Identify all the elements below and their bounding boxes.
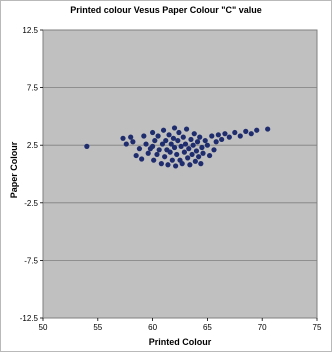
data-point: [211, 147, 217, 153]
data-point: [162, 154, 168, 160]
data-point: [199, 144, 205, 151]
data-point: [123, 141, 129, 147]
data-point: [159, 141, 166, 147]
data-point: [180, 134, 186, 140]
data-point: [176, 129, 182, 136]
data-point: [151, 157, 157, 163]
data-point: [141, 133, 147, 139]
data-point: [175, 137, 181, 144]
data-point: [171, 125, 178, 131]
y-tick-label: -7.5: [24, 256, 38, 265]
data-point: [130, 139, 136, 145]
data-point: [167, 149, 173, 155]
data-point: [213, 139, 219, 145]
x-axis-label: Printed Colour: [148, 337, 212, 347]
scatter-points: [84, 125, 271, 169]
data-point: [185, 155, 191, 161]
data-point: [200, 150, 206, 156]
data-point: [143, 141, 149, 147]
data-point: [187, 162, 193, 168]
data-point: [156, 147, 162, 153]
data-point: [84, 143, 90, 149]
data-point: [182, 141, 189, 147]
data-point: [160, 127, 167, 133]
data-point: [192, 158, 198, 164]
data-point: [243, 128, 249, 134]
data-point: [166, 132, 172, 138]
data-point: [248, 131, 254, 137]
data-point: [133, 152, 139, 159]
data-point: [222, 131, 228, 137]
data-point: [171, 144, 178, 151]
data-point: [215, 132, 221, 138]
data-point: [191, 131, 197, 137]
data-point: [197, 134, 203, 140]
y-axis-ticks: 12.5 7.5 2.5 -2.5 -7.5 -12.5: [20, 26, 43, 323]
x-axis-ticks: 50 55 60 65 70 75: [39, 318, 322, 332]
data-point: [158, 161, 164, 167]
x-tick-label: 70: [258, 323, 267, 332]
data-point: [178, 143, 184, 149]
data-point: [189, 151, 195, 158]
data-point: [169, 157, 175, 163]
data-point: [202, 137, 208, 144]
data-point: [265, 126, 271, 132]
y-tick-label: 7.5: [27, 84, 39, 93]
data-point: [154, 151, 160, 158]
data-point: [120, 135, 126, 141]
data-point: [232, 129, 238, 136]
data-point: [194, 139, 201, 145]
data-point: [190, 142, 196, 148]
data-point: [179, 161, 185, 167]
data-point: [196, 154, 202, 160]
x-tick-label: 65: [203, 323, 212, 332]
data-point: [173, 163, 179, 169]
data-point: [168, 141, 174, 147]
data-point: [163, 137, 169, 144]
data-point: [186, 146, 192, 152]
data-point: [170, 135, 177, 141]
data-point: [219, 136, 225, 143]
data-point: [183, 126, 190, 132]
chart-title: Printed colour Vesus Paper Colour "C" va…: [70, 5, 262, 15]
data-point: [150, 129, 156, 136]
x-tick-label: 60: [148, 323, 157, 332]
data-point: [181, 149, 187, 155]
data-point: [204, 142, 210, 148]
data-point: [136, 146, 143, 152]
y-tick-label: 12.5: [22, 26, 38, 35]
y-tick-label: -2.5: [24, 199, 38, 208]
y-tick-label: 2.5: [27, 141, 39, 150]
data-point: [226, 134, 232, 140]
data-point: [254, 127, 260, 133]
x-tick-label: 50: [39, 323, 48, 332]
data-point: [155, 133, 161, 139]
data-point: [150, 143, 156, 149]
data-point: [152, 137, 158, 144]
data-point: [128, 134, 134, 140]
data-point: [174, 151, 180, 158]
data-point: [165, 162, 171, 168]
data-point: [139, 156, 145, 162]
data-point: [188, 136, 194, 143]
data-point: [237, 133, 243, 139]
x-tick-label: 75: [313, 323, 322, 332]
data-point: [206, 152, 213, 159]
data-point: [209, 133, 215, 139]
plot-area: [42, 29, 318, 319]
x-tick-label: 55: [93, 323, 102, 332]
data-point: [145, 150, 151, 156]
data-point: [193, 148, 200, 154]
y-tick-label: -12.5: [20, 314, 39, 323]
data-point: [198, 161, 204, 167]
